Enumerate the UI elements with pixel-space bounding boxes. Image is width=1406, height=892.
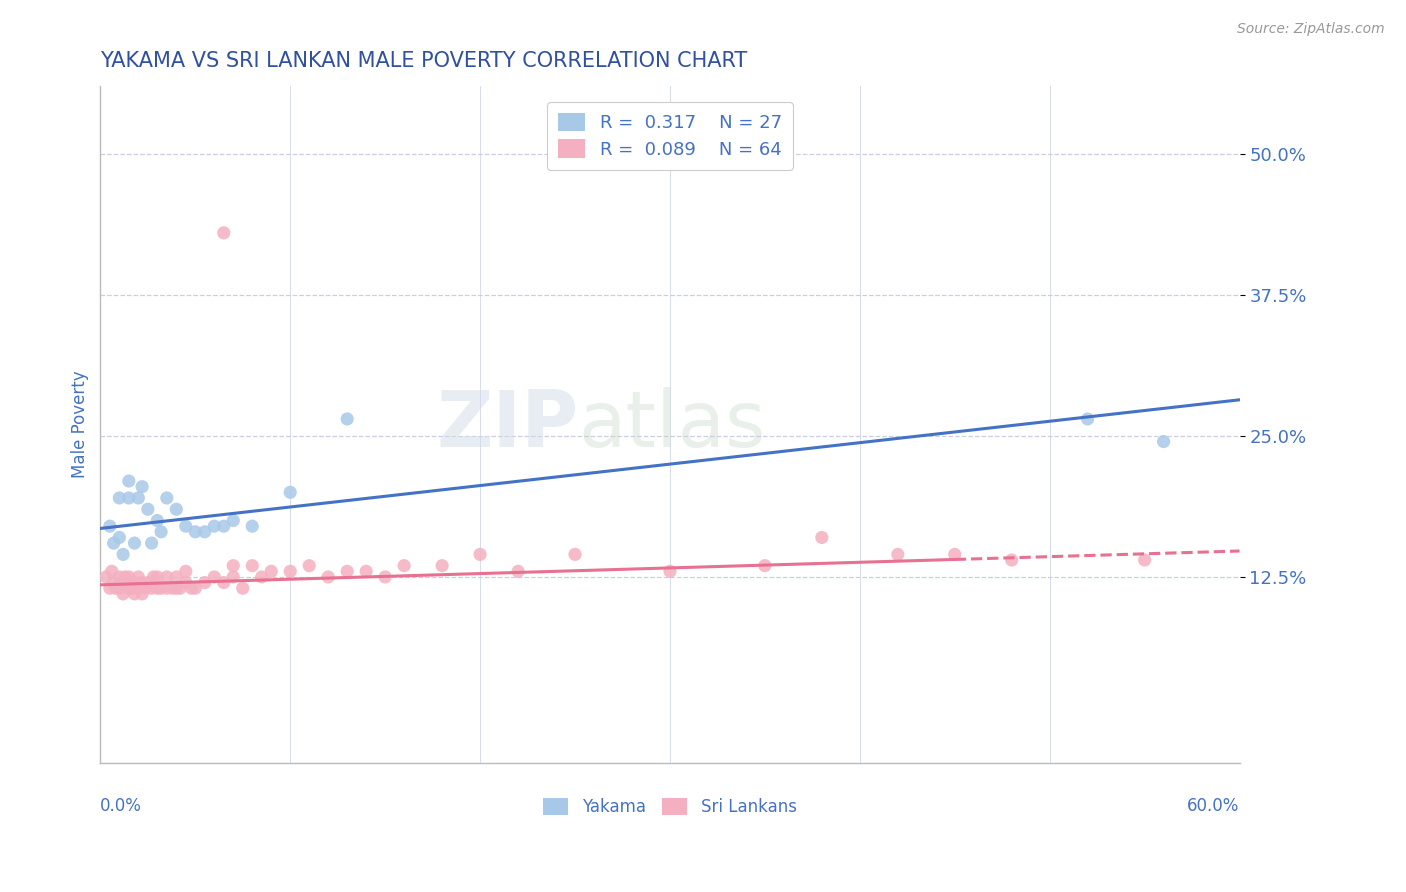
Point bbox=[136, 575, 159, 590]
Point bbox=[222, 558, 245, 573]
Point bbox=[156, 491, 179, 505]
Text: 60.0%: 60.0% bbox=[1187, 797, 1240, 814]
Point bbox=[114, 570, 136, 584]
Point bbox=[124, 536, 146, 550]
Point bbox=[169, 581, 191, 595]
Point bbox=[146, 581, 169, 595]
Point bbox=[127, 491, 149, 505]
Point bbox=[174, 519, 197, 533]
Text: Source: ZipAtlas.com: Source: ZipAtlas.com bbox=[1237, 22, 1385, 37]
Point bbox=[1077, 412, 1099, 426]
Point bbox=[108, 531, 131, 545]
Point bbox=[336, 564, 359, 578]
Point bbox=[118, 581, 141, 595]
Point bbox=[316, 570, 339, 584]
Point bbox=[141, 536, 163, 550]
Legend: Yakama, Sri Lankans: Yakama, Sri Lankans bbox=[537, 791, 803, 822]
Point bbox=[202, 570, 225, 584]
Point bbox=[124, 587, 146, 601]
Y-axis label: Male Poverty: Male Poverty bbox=[72, 371, 89, 478]
Point bbox=[98, 519, 121, 533]
Point bbox=[754, 558, 776, 573]
Point bbox=[94, 570, 117, 584]
Point bbox=[98, 581, 121, 595]
Point bbox=[165, 570, 187, 584]
Point bbox=[131, 480, 153, 494]
Point bbox=[131, 587, 153, 601]
Point bbox=[112, 587, 135, 601]
Point bbox=[108, 581, 131, 595]
Point bbox=[150, 581, 173, 595]
Point bbox=[278, 564, 301, 578]
Point bbox=[146, 514, 169, 528]
Text: YAKAMA VS SRI LANKAN MALE POVERTY CORRELATION CHART: YAKAMA VS SRI LANKAN MALE POVERTY CORREL… bbox=[100, 51, 748, 70]
Point bbox=[943, 548, 966, 562]
Point bbox=[240, 519, 263, 533]
Point bbox=[131, 575, 153, 590]
Point bbox=[194, 524, 217, 539]
Point bbox=[184, 524, 207, 539]
Point bbox=[184, 581, 207, 595]
Point bbox=[430, 558, 453, 573]
Point bbox=[174, 575, 197, 590]
Point bbox=[146, 570, 169, 584]
Point bbox=[103, 536, 125, 550]
Point bbox=[811, 531, 834, 545]
Point bbox=[121, 581, 143, 595]
Point bbox=[298, 558, 321, 573]
Point bbox=[127, 581, 149, 595]
Point bbox=[1133, 553, 1156, 567]
Point bbox=[354, 564, 377, 578]
Point bbox=[222, 570, 245, 584]
Point bbox=[162, 581, 184, 595]
Point bbox=[240, 558, 263, 573]
Point bbox=[118, 570, 141, 584]
Point bbox=[124, 575, 146, 590]
Point bbox=[336, 412, 359, 426]
Point bbox=[136, 502, 159, 516]
Text: atlas: atlas bbox=[579, 386, 766, 463]
Point bbox=[202, 519, 225, 533]
Point bbox=[112, 575, 135, 590]
Point bbox=[108, 570, 131, 584]
Point bbox=[156, 570, 179, 584]
Point bbox=[212, 575, 235, 590]
Point bbox=[142, 570, 165, 584]
Point bbox=[156, 581, 179, 595]
Point bbox=[392, 558, 415, 573]
Point bbox=[278, 485, 301, 500]
Point bbox=[564, 548, 586, 562]
Point bbox=[506, 564, 529, 578]
Point bbox=[118, 491, 141, 505]
Point bbox=[165, 581, 187, 595]
Point bbox=[468, 548, 491, 562]
Text: ZIP: ZIP bbox=[436, 386, 579, 463]
Point bbox=[118, 474, 141, 488]
Point bbox=[180, 581, 202, 595]
Point bbox=[150, 524, 173, 539]
Point bbox=[260, 564, 283, 578]
Point bbox=[165, 502, 187, 516]
Point bbox=[141, 581, 163, 595]
Point bbox=[1001, 553, 1024, 567]
Point bbox=[887, 548, 910, 562]
Point bbox=[232, 581, 254, 595]
Point bbox=[212, 519, 235, 533]
Point bbox=[194, 575, 217, 590]
Point bbox=[212, 226, 235, 240]
Point bbox=[174, 564, 197, 578]
Point bbox=[1153, 434, 1175, 449]
Point bbox=[100, 564, 122, 578]
Point bbox=[103, 575, 125, 590]
Point bbox=[222, 514, 245, 528]
Point bbox=[127, 570, 149, 584]
Point bbox=[374, 570, 396, 584]
Point bbox=[104, 581, 127, 595]
Point bbox=[108, 491, 131, 505]
Point bbox=[658, 564, 681, 578]
Text: 0.0%: 0.0% bbox=[100, 797, 142, 814]
Point bbox=[135, 581, 157, 595]
Point bbox=[112, 548, 135, 562]
Point bbox=[250, 570, 273, 584]
